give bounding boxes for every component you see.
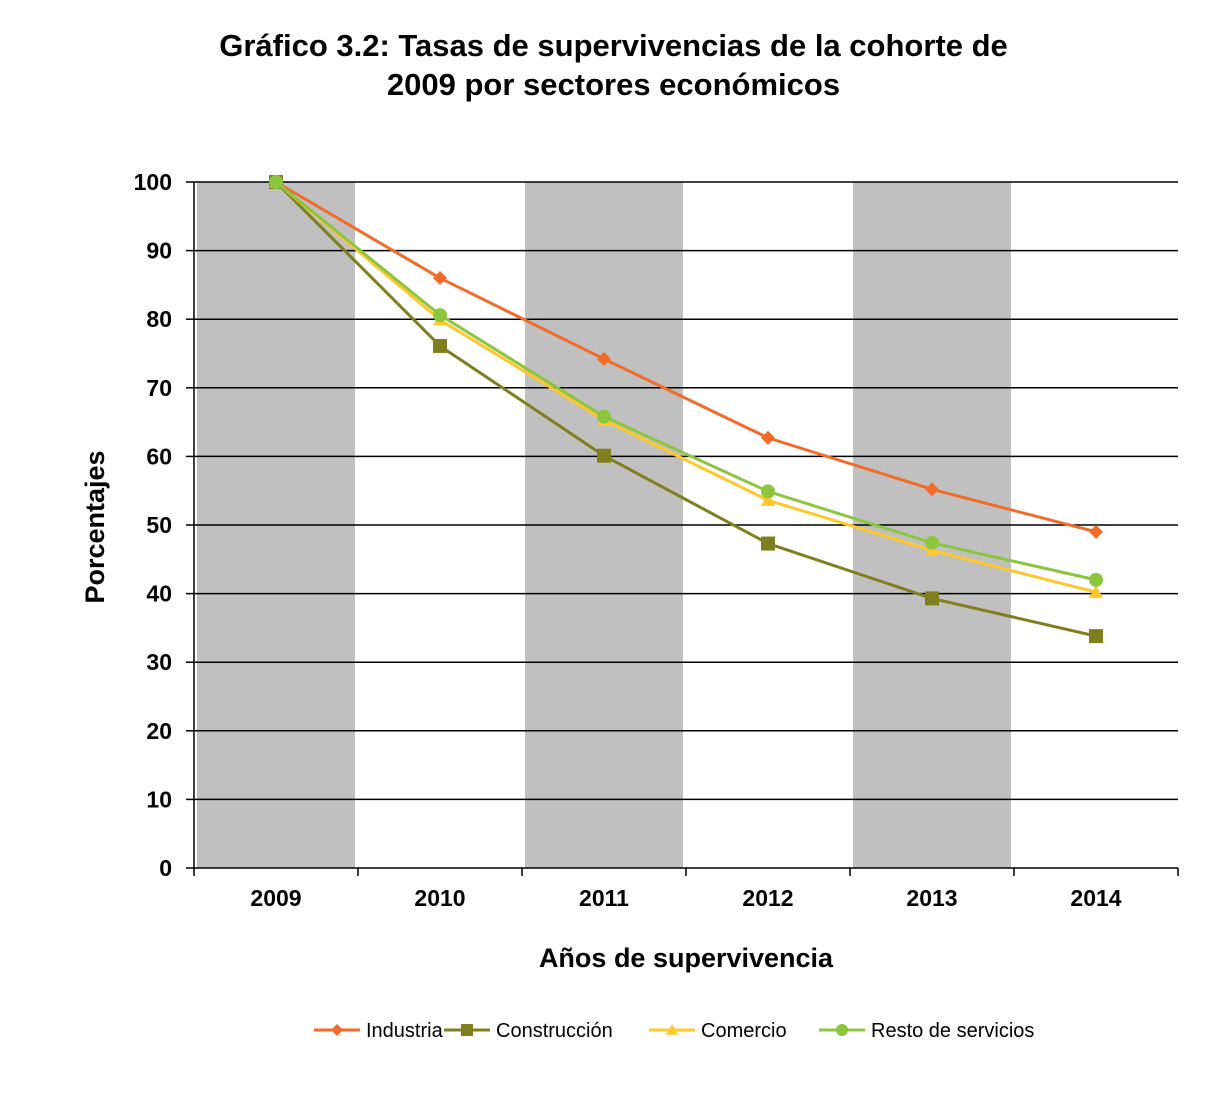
legend-marker-construccion	[461, 1024, 473, 1036]
data-point-resto-de-servicios-2010	[433, 308, 447, 323]
legend-item-resto-de-servicios: Resto de servicios	[819, 1020, 1034, 1042]
data-point-industria-2011	[597, 351, 611, 366]
data-point-industria-2010	[433, 271, 447, 286]
x-axis-title: Años de supervivencia	[539, 943, 834, 973]
series-line-industria	[275, 180, 1097, 534]
legend-marker-industria	[331, 1024, 343, 1036]
axis-labels: Años de supervivencia Porcentajes	[80, 450, 834, 973]
data-point-construccion-2011	[597, 448, 611, 463]
data-series	[269, 175, 1103, 644]
y-tick-label-90: 90	[146, 238, 172, 264]
data-point-industria-2012	[761, 430, 775, 445]
y-tick-label-100: 100	[134, 169, 172, 195]
x-tick-label-2012: 2012	[742, 885, 793, 911]
data-point-resto-de-servicios-2014	[1089, 572, 1103, 587]
legend-label-industria: Industria	[366, 1020, 444, 1042]
data-point-construccion-2013	[925, 591, 939, 606]
series-line-resto-de-servicios	[275, 180, 1097, 582]
y-axis-title: Porcentajes	[80, 450, 110, 603]
data-point-resto-de-servicios-2013	[925, 535, 939, 550]
data-point-industria-2014	[1089, 524, 1103, 539]
x-tick-label-2013: 2013	[906, 885, 957, 911]
legend-marker-resto-de-servicios	[836, 1024, 848, 1036]
legend-item-comercio: Comercio	[649, 1020, 787, 1042]
series-line-construccion	[274, 180, 1097, 638]
legend-label-comercio: Comercio	[701, 1020, 787, 1042]
legend-label-resto-de-servicios: Resto de servicios	[871, 1020, 1034, 1042]
y-tick-label-80: 80	[146, 306, 172, 332]
y-tick-label-60: 60	[146, 443, 172, 469]
y-tick-label-40: 40	[146, 581, 172, 607]
data-point-comercio-2014	[1089, 585, 1103, 598]
data-point-construccion-2010	[433, 338, 447, 353]
legend-label-construccion: Construcción	[496, 1020, 613, 1042]
y-tick-label-10: 10	[146, 786, 172, 812]
chart-title-line-1: Gráfico 3.2: Tasas de supervivencias de …	[219, 28, 1008, 63]
chart-title: Gráfico 3.2: Tasas de supervivencias de …	[0, 26, 1227, 104]
legend-item-industria: Industria	[314, 1020, 444, 1042]
x-tick-label-2010: 2010	[414, 885, 465, 911]
y-tick-label-20: 20	[146, 718, 172, 744]
data-point-construccion-2012	[761, 536, 775, 551]
y-tick-label-50: 50	[146, 512, 172, 538]
data-point-resto-de-servicios-2009	[269, 175, 283, 189]
axes: 0 10 20 30 40 50 60 70 80 90 100 2009 2010 2011 2012 20…	[134, 169, 1179, 911]
y-tick-label-70: 70	[146, 375, 172, 401]
x-tick-label-2014: 2014	[1070, 885, 1121, 911]
data-point-resto-de-servicios-2012	[761, 484, 775, 499]
data-point-resto-de-servicios-2011	[597, 409, 611, 424]
x-tick-label-2009: 2009	[250, 885, 301, 911]
data-point-comercio-2012	[761, 493, 775, 506]
x-tick-label-2011: 2011	[579, 885, 629, 911]
legend: Industria Construcción Comercio Resto de se…	[314, 1020, 1034, 1042]
series-resto-de-servicios	[269, 175, 1103, 587]
chart-title-line-2: 2009 por sectores económicos	[386, 67, 841, 102]
data-point-industria-2013	[925, 482, 939, 497]
y-tick-label-30: 30	[146, 649, 172, 675]
y-tick-label-0: 0	[159, 855, 172, 881]
legend-item-construccion: Construcción	[444, 1020, 613, 1042]
series-line-comercio	[275, 180, 1097, 594]
data-point-construccion-2014	[1089, 629, 1103, 644]
legend-marker-comercio	[666, 1024, 678, 1035]
